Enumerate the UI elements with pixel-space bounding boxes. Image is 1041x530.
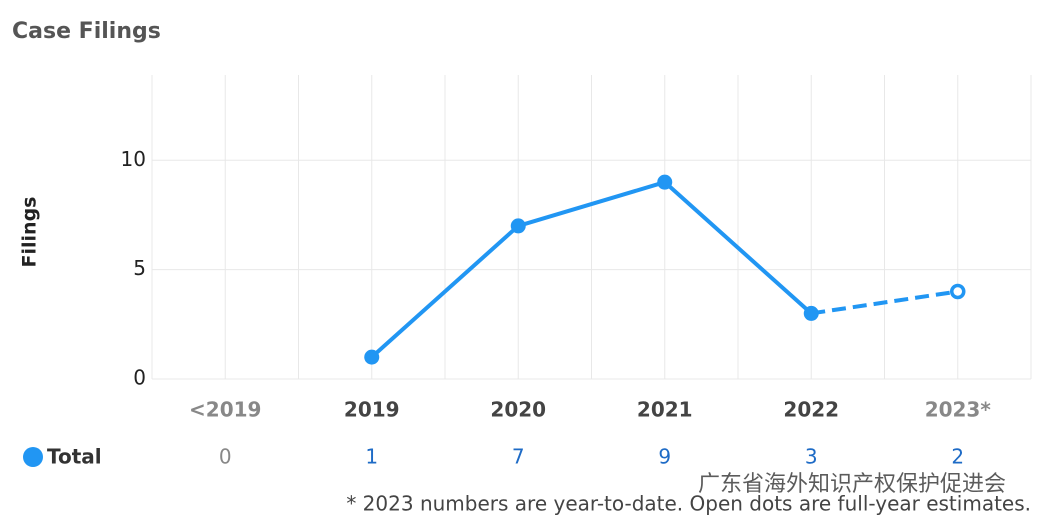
point	[510, 218, 526, 234]
y-tick-label: 0	[133, 366, 146, 390]
line-estimate	[810, 289, 959, 316]
chart-title: Case Filings	[12, 19, 161, 44]
table-value: 7	[512, 445, 525, 469]
x-tick-label: 2022	[783, 398, 839, 422]
x-tick-label: 2023*	[925, 398, 992, 422]
point	[657, 174, 673, 190]
table-value: 1	[365, 445, 378, 469]
y-axis-label: Filings	[19, 197, 41, 268]
point	[803, 305, 819, 321]
watermark: 广东省海外知识产权保护促进会	[698, 472, 1006, 497]
x-tick-label: <2019	[189, 398, 261, 422]
footnote: * 2023 numbers are year-to-date. Open do…	[346, 492, 1031, 516]
x-tick-label: 2021	[637, 398, 693, 422]
x-tick-label: 2019	[344, 398, 400, 422]
x-tick-label: 2020	[490, 398, 546, 422]
table-value: 0	[219, 445, 232, 469]
legend-label: Total	[47, 445, 102, 469]
legend-marker	[23, 447, 43, 467]
y-tick-label: 10	[121, 147, 146, 171]
table-value: 2	[951, 445, 964, 469]
table-value: 3	[805, 445, 818, 469]
point	[364, 349, 380, 365]
line	[370, 179, 813, 359]
table-value: 9	[658, 445, 671, 469]
point	[950, 283, 966, 300]
y-tick-label: 5	[133, 256, 146, 280]
